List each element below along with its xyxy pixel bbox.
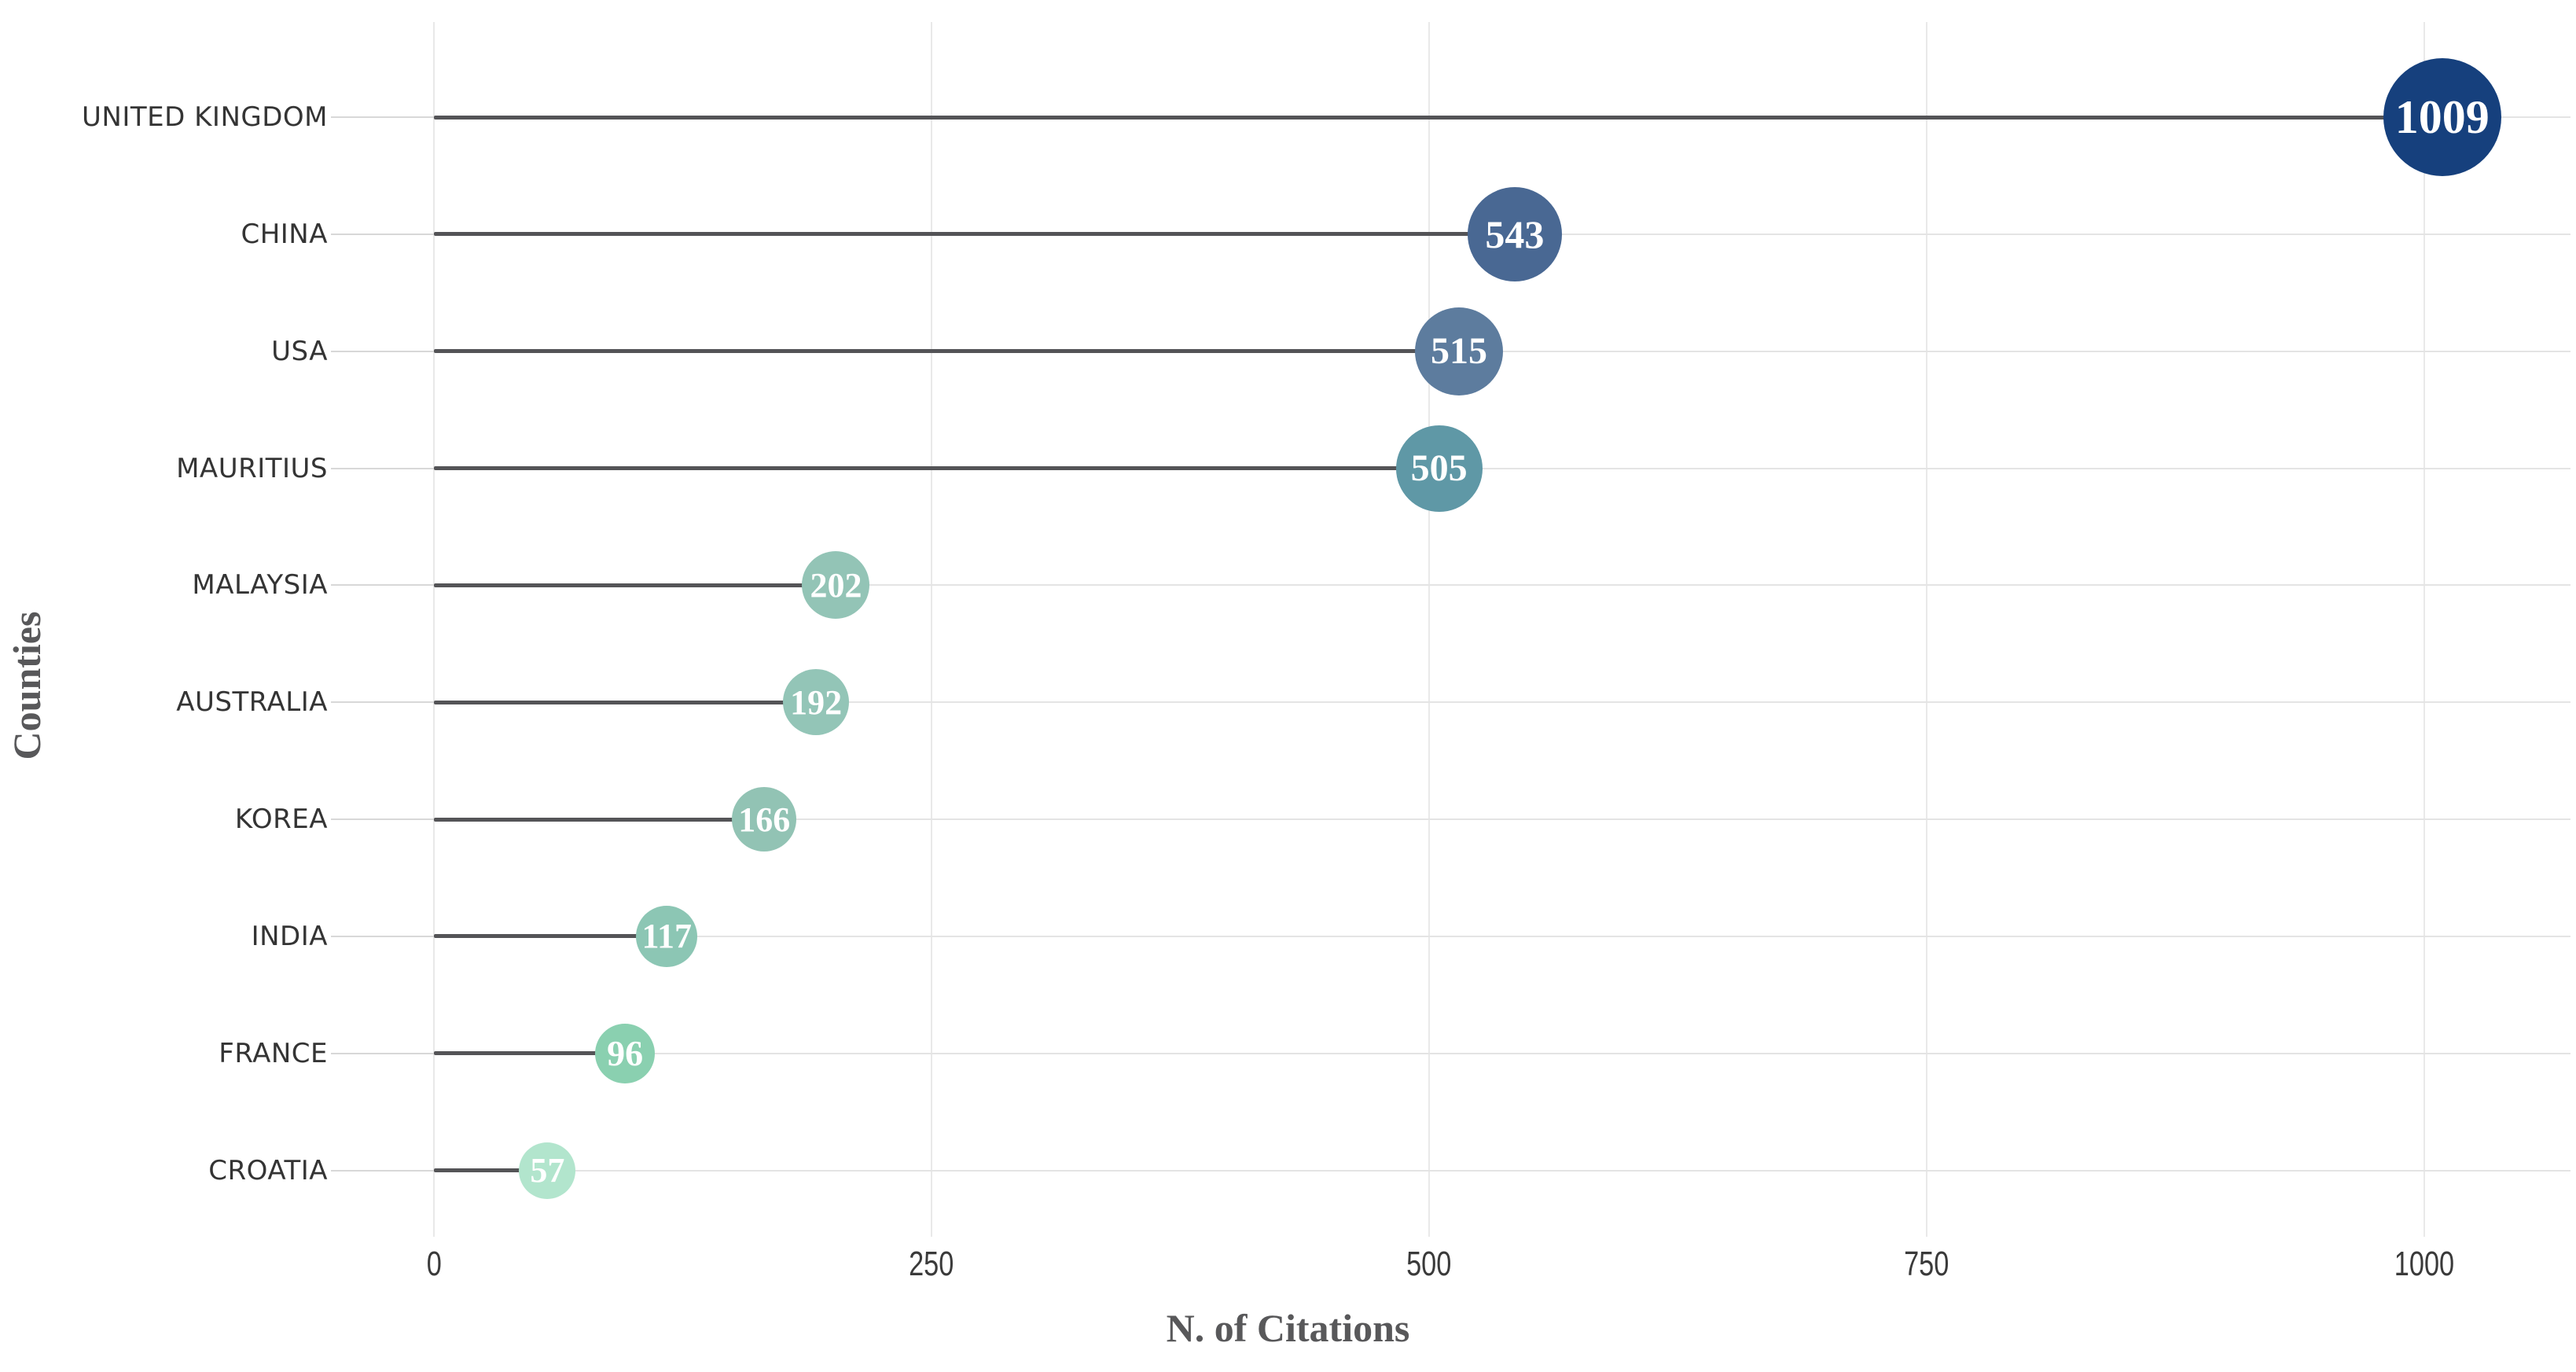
x-gridline (931, 22, 932, 1237)
value-label: 515 (1430, 330, 1487, 373)
category-label: INDIA (251, 920, 328, 952)
row-gridline (434, 1169, 2570, 1172)
category-label: MAURITIUS (176, 452, 328, 484)
category-label: UNITED KINGDOM (82, 101, 328, 133)
value-label: 505 (1410, 447, 1468, 490)
x-axis-title: N. of Citations (1166, 1306, 1410, 1350)
y-axis-tick (331, 116, 434, 118)
lollipop-stem (434, 700, 817, 704)
value-bubble: 202 (802, 551, 870, 620)
row-gridline (434, 935, 2570, 937)
x-tick-label: 0 (355, 1245, 513, 1284)
lollipop-stem (434, 466, 1439, 471)
value-label: 202 (810, 565, 862, 605)
y-axis-tick (331, 467, 434, 469)
row-gridline (434, 818, 2570, 821)
row-gridline (434, 1052, 2570, 1054)
x-tick-label-text: 1000 (2394, 1245, 2455, 1283)
row-gridline (434, 584, 2570, 587)
category-label: KOREA (234, 804, 328, 836)
lollipop-stem (434, 817, 765, 822)
value-bubble: 543 (1467, 186, 1562, 281)
value-label: 57 (530, 1151, 565, 1190)
lollipop-stem (434, 1051, 626, 1056)
x-tick-label-text: 750 (1904, 1245, 1949, 1283)
category-label: MALAYSIA (192, 569, 328, 601)
x-tick-label: 1000 (2346, 1245, 2503, 1284)
x-tick-label: 250 (853, 1245, 1010, 1284)
y-axis-tick (331, 350, 434, 352)
lollipop-stem (434, 232, 1515, 237)
lollipop-stem (434, 349, 1459, 354)
y-axis-tick (331, 233, 434, 235)
category-label: FRANCE (219, 1037, 328, 1069)
x-tick-label-text: 0 (426, 1245, 442, 1283)
category-label: CROATIA (208, 1154, 328, 1186)
value-bubble: 515 (1414, 307, 1503, 395)
value-label: 96 (607, 1033, 644, 1074)
y-axis-tick (331, 584, 434, 587)
value-bubble: 96 (595, 1023, 656, 1083)
x-gridline (2423, 22, 2425, 1237)
y-axis-tick (331, 935, 434, 937)
x-tick-label: 750 (1848, 1245, 2005, 1284)
value-bubble: 505 (1395, 425, 1483, 512)
value-label: 192 (790, 682, 843, 722)
value-bubble: 166 (732, 787, 797, 852)
category-label: USA (271, 335, 328, 367)
x-tick-label: 500 (1350, 1245, 1508, 1284)
value-bubble: 1009 (2383, 58, 2501, 176)
value-label: 543 (1485, 212, 1545, 256)
x-tick-label-text: 250 (909, 1245, 954, 1283)
y-axis-tick (331, 818, 434, 821)
y-axis-tick (331, 1052, 434, 1054)
value-bubble: 192 (783, 669, 850, 736)
x-gridline (433, 22, 435, 1237)
x-tick-label-text: 500 (1406, 1245, 1452, 1283)
value-label: 1009 (2394, 90, 2490, 143)
category-label: AUSTRALIA (176, 686, 328, 719)
value-label: 166 (738, 800, 791, 839)
lollipop-stem (434, 934, 667, 939)
y-axis-tick (331, 701, 434, 704)
x-gridline (1926, 22, 1927, 1237)
value-bubble: 57 (519, 1142, 576, 1199)
lollipop-stem (434, 115, 2442, 120)
row-gridline (434, 701, 2570, 704)
lollipop-stem (434, 583, 836, 587)
value-label: 117 (641, 917, 693, 956)
row-gridline (434, 467, 2570, 469)
lollipop-stem (434, 1168, 548, 1173)
x-gridline (1428, 22, 1430, 1237)
y-axis-tick (331, 1169, 434, 1172)
value-bubble: 117 (636, 905, 698, 967)
category-label: CHINA (241, 218, 328, 250)
